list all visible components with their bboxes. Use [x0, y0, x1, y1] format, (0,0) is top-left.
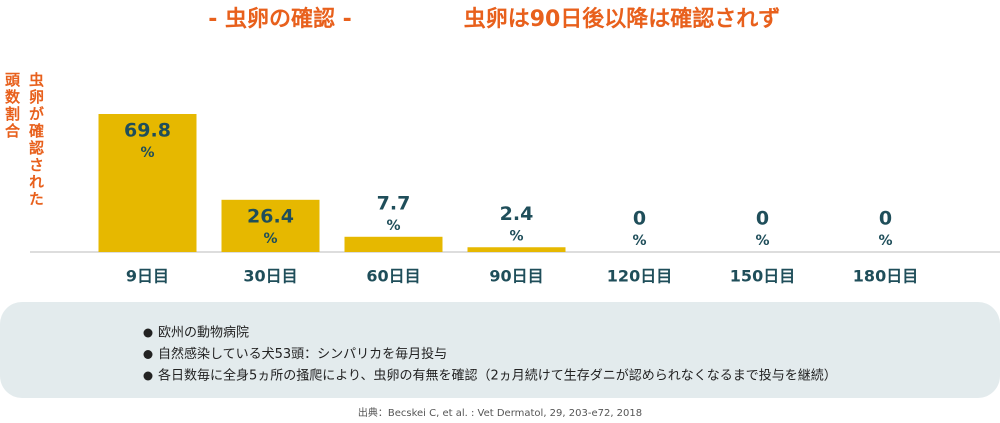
- chart-subtitle: 虫卵は90日後以降は確認されず: [464, 6, 781, 32]
- value-unit: %: [386, 218, 400, 234]
- value-label: 0: [633, 208, 646, 230]
- note: 自然感染している犬53頭：シンパリカを毎月投与: [158, 346, 447, 362]
- bar: [221, 199, 320, 252]
- value-unit: %: [632, 233, 646, 249]
- value-unit: %: [509, 228, 523, 244]
- value-unit: %: [755, 233, 769, 249]
- bar: [467, 247, 566, 252]
- value-label: 2.4: [500, 203, 534, 225]
- value-unit: %: [140, 145, 154, 161]
- value-unit: %: [263, 231, 277, 247]
- bullet: [143, 371, 153, 381]
- value-unit: %: [878, 233, 892, 249]
- value-label: 7.7: [377, 192, 411, 214]
- x-tick-label: 60日目: [366, 267, 420, 286]
- value-label: 69.8: [124, 119, 171, 141]
- x-tick-label: 180日目: [853, 267, 918, 286]
- y-axis-label: 虫卵が確認された: [27, 72, 45, 208]
- x-tick-label: 150日目: [730, 267, 795, 286]
- x-tick-label: 30日目: [243, 267, 297, 286]
- bullet: [143, 328, 153, 338]
- value-label: 0: [756, 208, 769, 230]
- x-tick-label: 120日目: [607, 267, 672, 286]
- note: 欧州の動物病院: [158, 326, 249, 341]
- source: 出典：Becskei C, et al. : Vet Dermatol, 29,…: [358, 406, 642, 419]
- note: 各日数毎に全身5ヵ所の掻爬により、虫卵の有無を確認（2ヵ月続けて生存ダニが認めら…: [158, 368, 837, 384]
- y-axis-label: 頭数割合: [3, 72, 21, 140]
- bullet: [143, 350, 153, 359]
- value-label: 26.4: [247, 205, 294, 227]
- bar: [344, 236, 443, 252]
- x-tick-label: 9日目: [126, 267, 169, 286]
- bar: [98, 113, 197, 253]
- value-label: 0: [879, 208, 892, 230]
- chart-title: - 虫卵の確認 -: [208, 6, 352, 32]
- notes-box: [0, 302, 1000, 398]
- x-tick-label: 90日目: [489, 267, 543, 286]
